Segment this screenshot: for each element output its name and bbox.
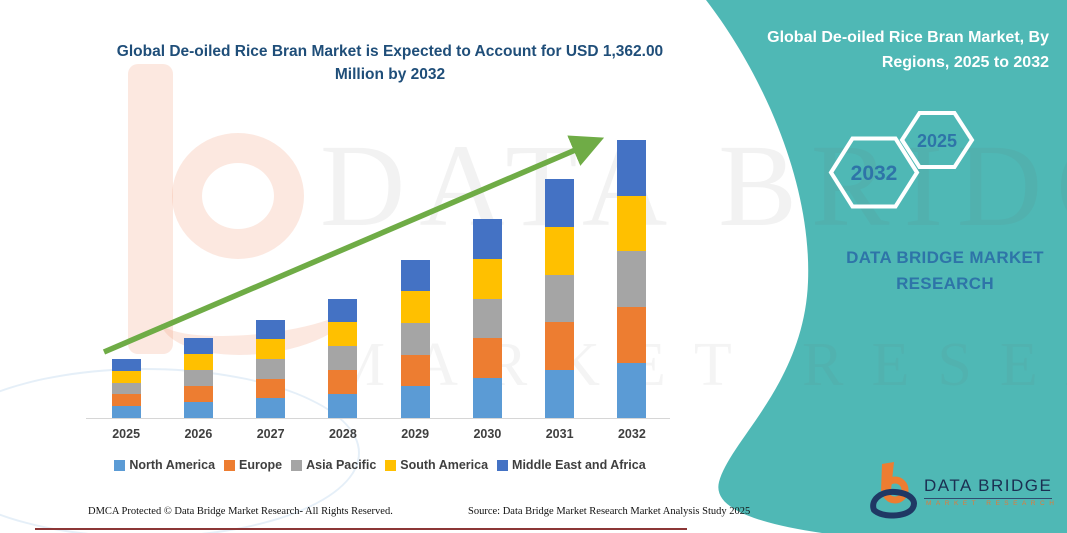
bar-segment-asia-pacific <box>111 382 141 395</box>
panel-brand-text: DATA BRIDGE MARKET RESEARCH <box>846 248 1044 293</box>
bar-segment-europe <box>328 370 358 395</box>
bar-segment-asia-pacific <box>472 298 502 339</box>
bar-segment-europe <box>183 385 213 402</box>
bar-segment-south-america <box>328 322 358 347</box>
bar-segment-north-america <box>328 394 358 418</box>
bar-segment-north-america <box>256 398 286 418</box>
legend-swatch-icon <box>114 459 126 471</box>
chart-title: Global De-oiled Rice Bran Market is Expe… <box>116 43 664 84</box>
bar-segment-south-america <box>472 259 502 299</box>
panel-title: Global De-oiled Rice Bran Market, By Reg… <box>767 29 1049 71</box>
bar-segment-europe <box>400 354 430 387</box>
hexagon-2032-label: 2032 <box>851 162 898 185</box>
x-label-2030: 2030 <box>473 427 502 441</box>
legend-swatch-icon <box>497 459 509 471</box>
stacked-bar-plot <box>90 138 668 418</box>
bar-segment-south-america <box>545 226 575 275</box>
bar-segment-middle-east-and-africa <box>111 359 141 371</box>
bar-segment-europe <box>617 307 647 363</box>
x-label-2032: 2032 <box>617 427 646 441</box>
legend-item-europe: Europe <box>224 458 282 472</box>
stacked-bar-2030 <box>472 219 502 418</box>
hexagon-badges: 2032 2025 <box>828 111 975 209</box>
logo-name: DATA BRIDGE <box>924 476 1053 499</box>
blue-arc-watermark <box>0 368 360 533</box>
bar-segment-europe <box>545 322 575 371</box>
bar-segment-europe <box>472 338 502 379</box>
legend-swatch-icon <box>385 459 397 471</box>
legend-item-asia-pacific: Asia Pacific <box>291 458 376 472</box>
footer-dmca: DMCA Protected © Data Bridge Market Rese… <box>88 506 393 517</box>
bar-segment-middle-east-and-africa <box>328 298 358 323</box>
stacked-bar-2031 <box>545 179 575 418</box>
bar-segment-asia-pacific <box>400 323 430 355</box>
bar-segment-europe <box>256 378 286 399</box>
legend-swatch-icon <box>224 459 236 471</box>
bar-segment-asia-pacific <box>545 274 575 323</box>
legend-label: Asia Pacific <box>306 458 377 472</box>
bar-segment-north-america <box>183 401 213 418</box>
legend-item-south-america: South America <box>385 458 488 472</box>
x-label-2027: 2027 <box>256 427 285 441</box>
bar-segment-middle-east-and-africa <box>472 219 502 260</box>
bar-segment-south-america <box>183 353 213 370</box>
stacked-bar-2025 <box>111 359 141 418</box>
bar-segment-asia-pacific <box>617 251 647 307</box>
bar-segment-north-america <box>400 386 430 418</box>
bar-segment-middle-east-and-africa <box>545 179 575 227</box>
stacked-bar-2029 <box>400 259 430 418</box>
bar-segment-europe <box>111 394 141 407</box>
bar-segment-middle-east-and-africa <box>256 319 286 340</box>
bar-segment-south-america <box>111 370 141 383</box>
bar-segment-north-america <box>545 370 575 418</box>
x-axis-labels: 2025 2026 2027 2028 2029 2030 2031 2032 <box>90 427 668 441</box>
stacked-bar-2032 <box>617 140 647 418</box>
legend-label: Europe <box>239 458 283 472</box>
x-axis-line <box>86 418 670 419</box>
legend-label: North America <box>129 458 216 472</box>
bar-segment-asia-pacific <box>256 359 286 379</box>
stacked-bar-2027 <box>256 319 286 418</box>
bar-segment-south-america <box>256 339 286 360</box>
chart-legend: North America Europe Asia Pacific South Ame… <box>84 458 676 472</box>
legend-swatch-icon <box>291 459 303 471</box>
dbmr-logo-mark <box>870 462 917 519</box>
bar-segment-middle-east-and-africa <box>400 259 430 292</box>
stacked-bar-2026 <box>183 337 213 418</box>
x-label-2026: 2026 <box>184 427 213 441</box>
logo-subtitle: MARKET RESEARCH <box>926 500 1059 507</box>
x-label-2025: 2025 <box>112 427 141 441</box>
bar-segment-asia-pacific <box>183 369 213 386</box>
bar-segment-north-america <box>617 362 647 418</box>
bar-segment-north-america <box>111 406 141 418</box>
stacked-bar-2028 <box>328 298 358 418</box>
x-label-2028: 2028 <box>328 427 357 441</box>
legend-label: South America <box>400 458 489 472</box>
bar-segment-middle-east-and-africa <box>617 140 647 196</box>
hexagon-2025-label: 2025 <box>917 131 957 151</box>
bar-segment-north-america <box>472 378 502 418</box>
legend-item-north-america: North America <box>114 458 215 472</box>
x-label-2029: 2029 <box>401 427 430 441</box>
hexagon-2032 <box>828 136 920 209</box>
legend-label: Middle East and Africa <box>512 458 646 472</box>
hexagon-2025 <box>899 111 975 169</box>
dbmr-logo: DATA BRIDGE MARKET RESEARCH <box>868 460 1058 522</box>
legend-item-middle-east-and-africa: Middle East and Africa <box>497 458 646 472</box>
bar-segment-south-america <box>617 195 647 252</box>
x-label-2031: 2031 <box>545 427 574 441</box>
footer-source: Source: Data Bridge Market Research Mark… <box>468 506 751 517</box>
bar-segment-middle-east-and-africa <box>183 337 213 354</box>
bar-segment-south-america <box>400 291 430 324</box>
footer-red-line <box>35 528 687 530</box>
bar-segment-asia-pacific <box>328 346 358 371</box>
